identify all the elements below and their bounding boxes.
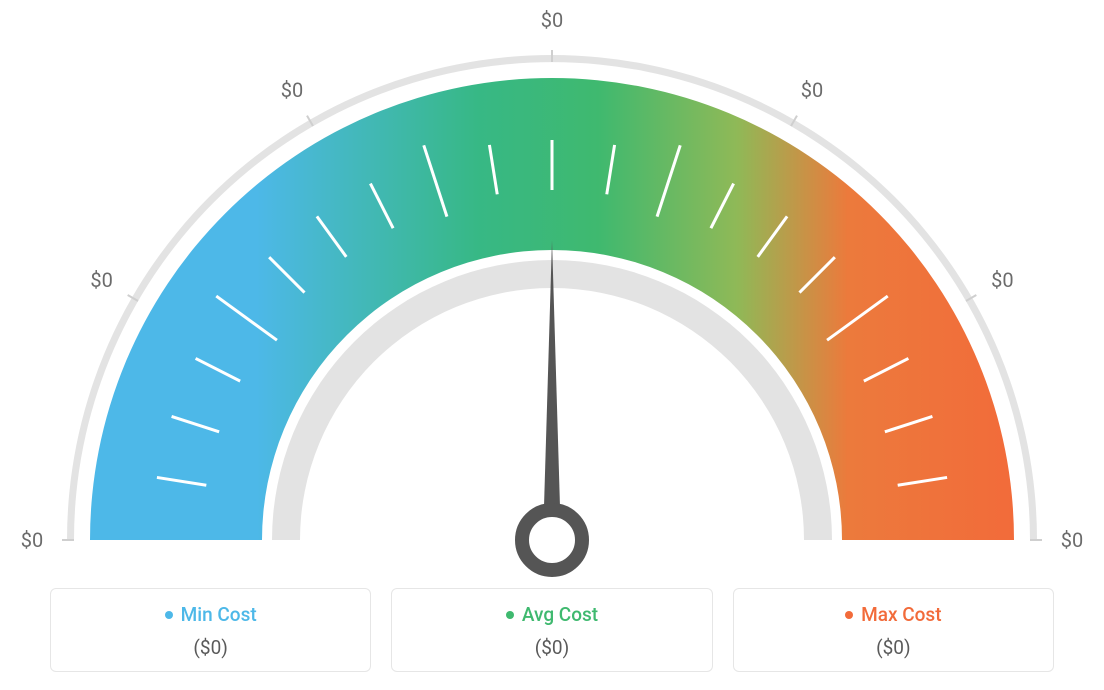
gauge-tick-label: $0 [21,528,43,552]
legend-value-max: ($0) [744,636,1043,659]
legend-label-max: Max Cost [861,603,941,626]
gauge-chart: $0 $0 $0 $0 $0 $0 $0 [0,0,1104,555]
gauge-tick-label: $0 [1061,528,1083,552]
legend-card-min: Min Cost ($0) [50,588,371,672]
legend-dot-avg [506,611,514,619]
legend-value-min: ($0) [61,636,360,659]
legend-label-avg: Avg Cost [522,603,598,626]
gauge-tick-label: $0 [991,268,1013,292]
gauge-svg [0,0,1104,580]
gauge-tick-label: $0 [801,78,823,102]
gauge-tick-label: $0 [541,8,563,32]
legend-label-min: Min Cost [181,603,257,626]
legend-dot-min [165,611,173,619]
legend-title-avg: Avg Cost [506,603,598,626]
legend-title-max: Max Cost [845,603,941,626]
legend-dot-max [845,611,853,619]
legend-value-avg: ($0) [402,636,701,659]
gauge-tick-label: $0 [281,78,303,102]
legend-title-min: Min Cost [165,603,257,626]
legend-card-max: Max Cost ($0) [733,588,1054,672]
legend-row: Min Cost ($0) Avg Cost ($0) Max Cost ($0… [50,588,1054,672]
gauge-tick-label: $0 [90,268,112,292]
legend-card-avg: Avg Cost ($0) [391,588,712,672]
